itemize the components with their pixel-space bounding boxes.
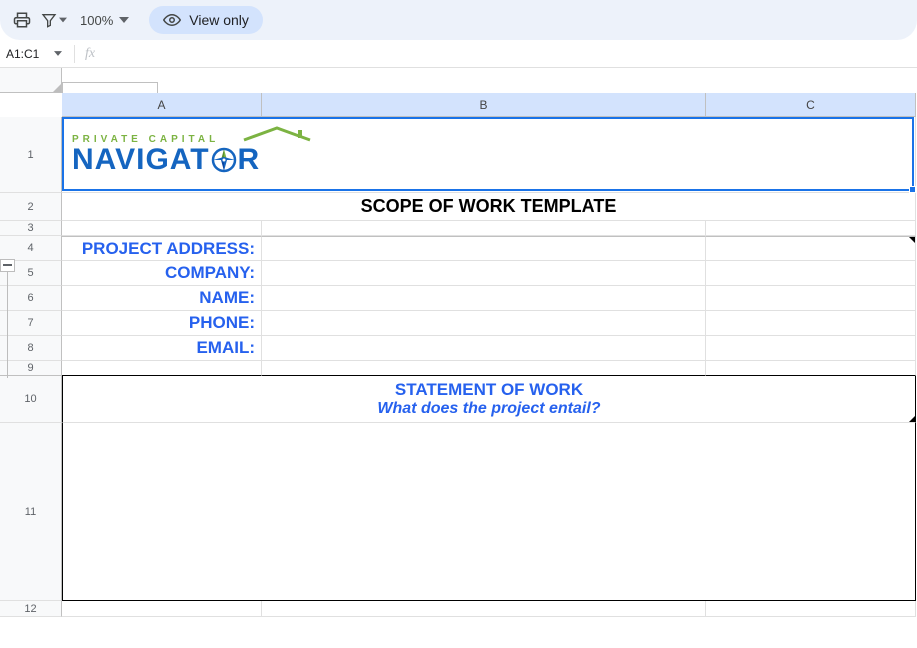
divider [74, 45, 75, 63]
row-header[interactable]: 9 [0, 361, 62, 376]
cell-label-addr[interactable]: PROJECT ADDRESS: [62, 236, 262, 261]
toolbar: 100% View only [0, 0, 917, 40]
row-header[interactable]: 12 [0, 601, 62, 617]
row-header[interactable]: 8 [0, 336, 62, 361]
zoom-label: 100% [80, 13, 113, 28]
row-header[interactable]: 11 [0, 423, 62, 601]
col-header-a[interactable]: A [62, 93, 262, 117]
cell-label-email[interactable]: EMAIL: [62, 336, 262, 361]
cell[interactable] [706, 221, 916, 236]
column-headers: A B C [62, 93, 917, 117]
cell-title[interactable]: SCOPE OF WORK TEMPLATE [62, 193, 916, 221]
row-header[interactable]: 2 [0, 193, 62, 221]
cell[interactable] [262, 311, 706, 336]
select-all-corner[interactable] [0, 68, 62, 93]
filter-icon[interactable] [40, 6, 68, 34]
cell-label-company[interactable]: COMPANY: [62, 261, 262, 286]
logo: PRIVATE CAPITAL NAVIGAT [62, 130, 266, 179]
cell[interactable] [262, 261, 706, 286]
formula-bar: A1:C1 fx [0, 40, 917, 68]
cell-statement-body[interactable] [62, 423, 916, 601]
col-header-c[interactable]: C [706, 93, 916, 117]
sheet: A B C 1 2 3 4 5 6 7 8 9 10 11 12 [0, 68, 917, 648]
cell[interactable] [706, 236, 916, 261]
cell[interactable] [262, 286, 706, 311]
zoom-dropdown[interactable]: 100% [72, 13, 137, 28]
cell[interactable] [706, 336, 916, 361]
cell[interactable] [706, 261, 916, 286]
roof-icon [242, 126, 312, 142]
col-header-b[interactable]: B [262, 93, 706, 117]
cell[interactable] [706, 361, 916, 376]
freeze-tab-indicator [62, 82, 158, 93]
fx-label: fx [81, 46, 99, 62]
row-headers: 1 2 3 4 5 6 7 8 9 10 11 12 [0, 117, 62, 617]
statement-title: STATEMENT OF WORK [63, 380, 915, 400]
cell[interactable] [62, 361, 262, 376]
name-box-ref: A1:C1 [6, 47, 39, 61]
row-header[interactable]: 1 [0, 117, 62, 193]
eye-icon [163, 11, 181, 29]
cell[interactable] [706, 601, 916, 617]
group-collapse-button[interactable] [0, 259, 15, 272]
cell[interactable] [62, 221, 262, 236]
cells-grid: PRIVATE CAPITAL NAVIGAT [62, 117, 917, 617]
statement-subtitle: What does the project entail? [63, 400, 915, 418]
cell-a1-logo[interactable]: PRIVATE CAPITAL NAVIGAT [62, 117, 916, 193]
cell-statement-header[interactable]: STATEMENT OF WORK What does the project … [62, 376, 916, 423]
row-header[interactable]: 3 [0, 221, 62, 236]
cell[interactable] [262, 236, 706, 261]
cell[interactable] [706, 311, 916, 336]
cell[interactable] [706, 286, 916, 311]
view-only-badge[interactable]: View only [149, 6, 263, 34]
compass-icon [211, 147, 237, 173]
group-line [7, 272, 8, 378]
logo-title: NAVIGAT [72, 145, 260, 175]
chevron-down-icon [54, 51, 62, 56]
cell[interactable] [262, 361, 706, 376]
formula-input[interactable] [99, 46, 917, 61]
cell-label-phone[interactable]: PHONE: [62, 311, 262, 336]
cell[interactable] [62, 601, 262, 617]
cell[interactable] [262, 221, 706, 236]
view-only-label: View only [189, 12, 249, 28]
row-header[interactable]: 7 [0, 311, 62, 336]
cell[interactable] [262, 601, 706, 617]
name-box[interactable]: A1:C1 [6, 47, 68, 61]
row-header[interactable]: 6 [0, 286, 62, 311]
cell[interactable] [262, 336, 706, 361]
print-icon[interactable] [8, 6, 36, 34]
row-header[interactable]: 10 [0, 376, 62, 423]
cell-label-name[interactable]: NAME: [62, 286, 262, 311]
row-header[interactable]: 4 [0, 236, 62, 261]
